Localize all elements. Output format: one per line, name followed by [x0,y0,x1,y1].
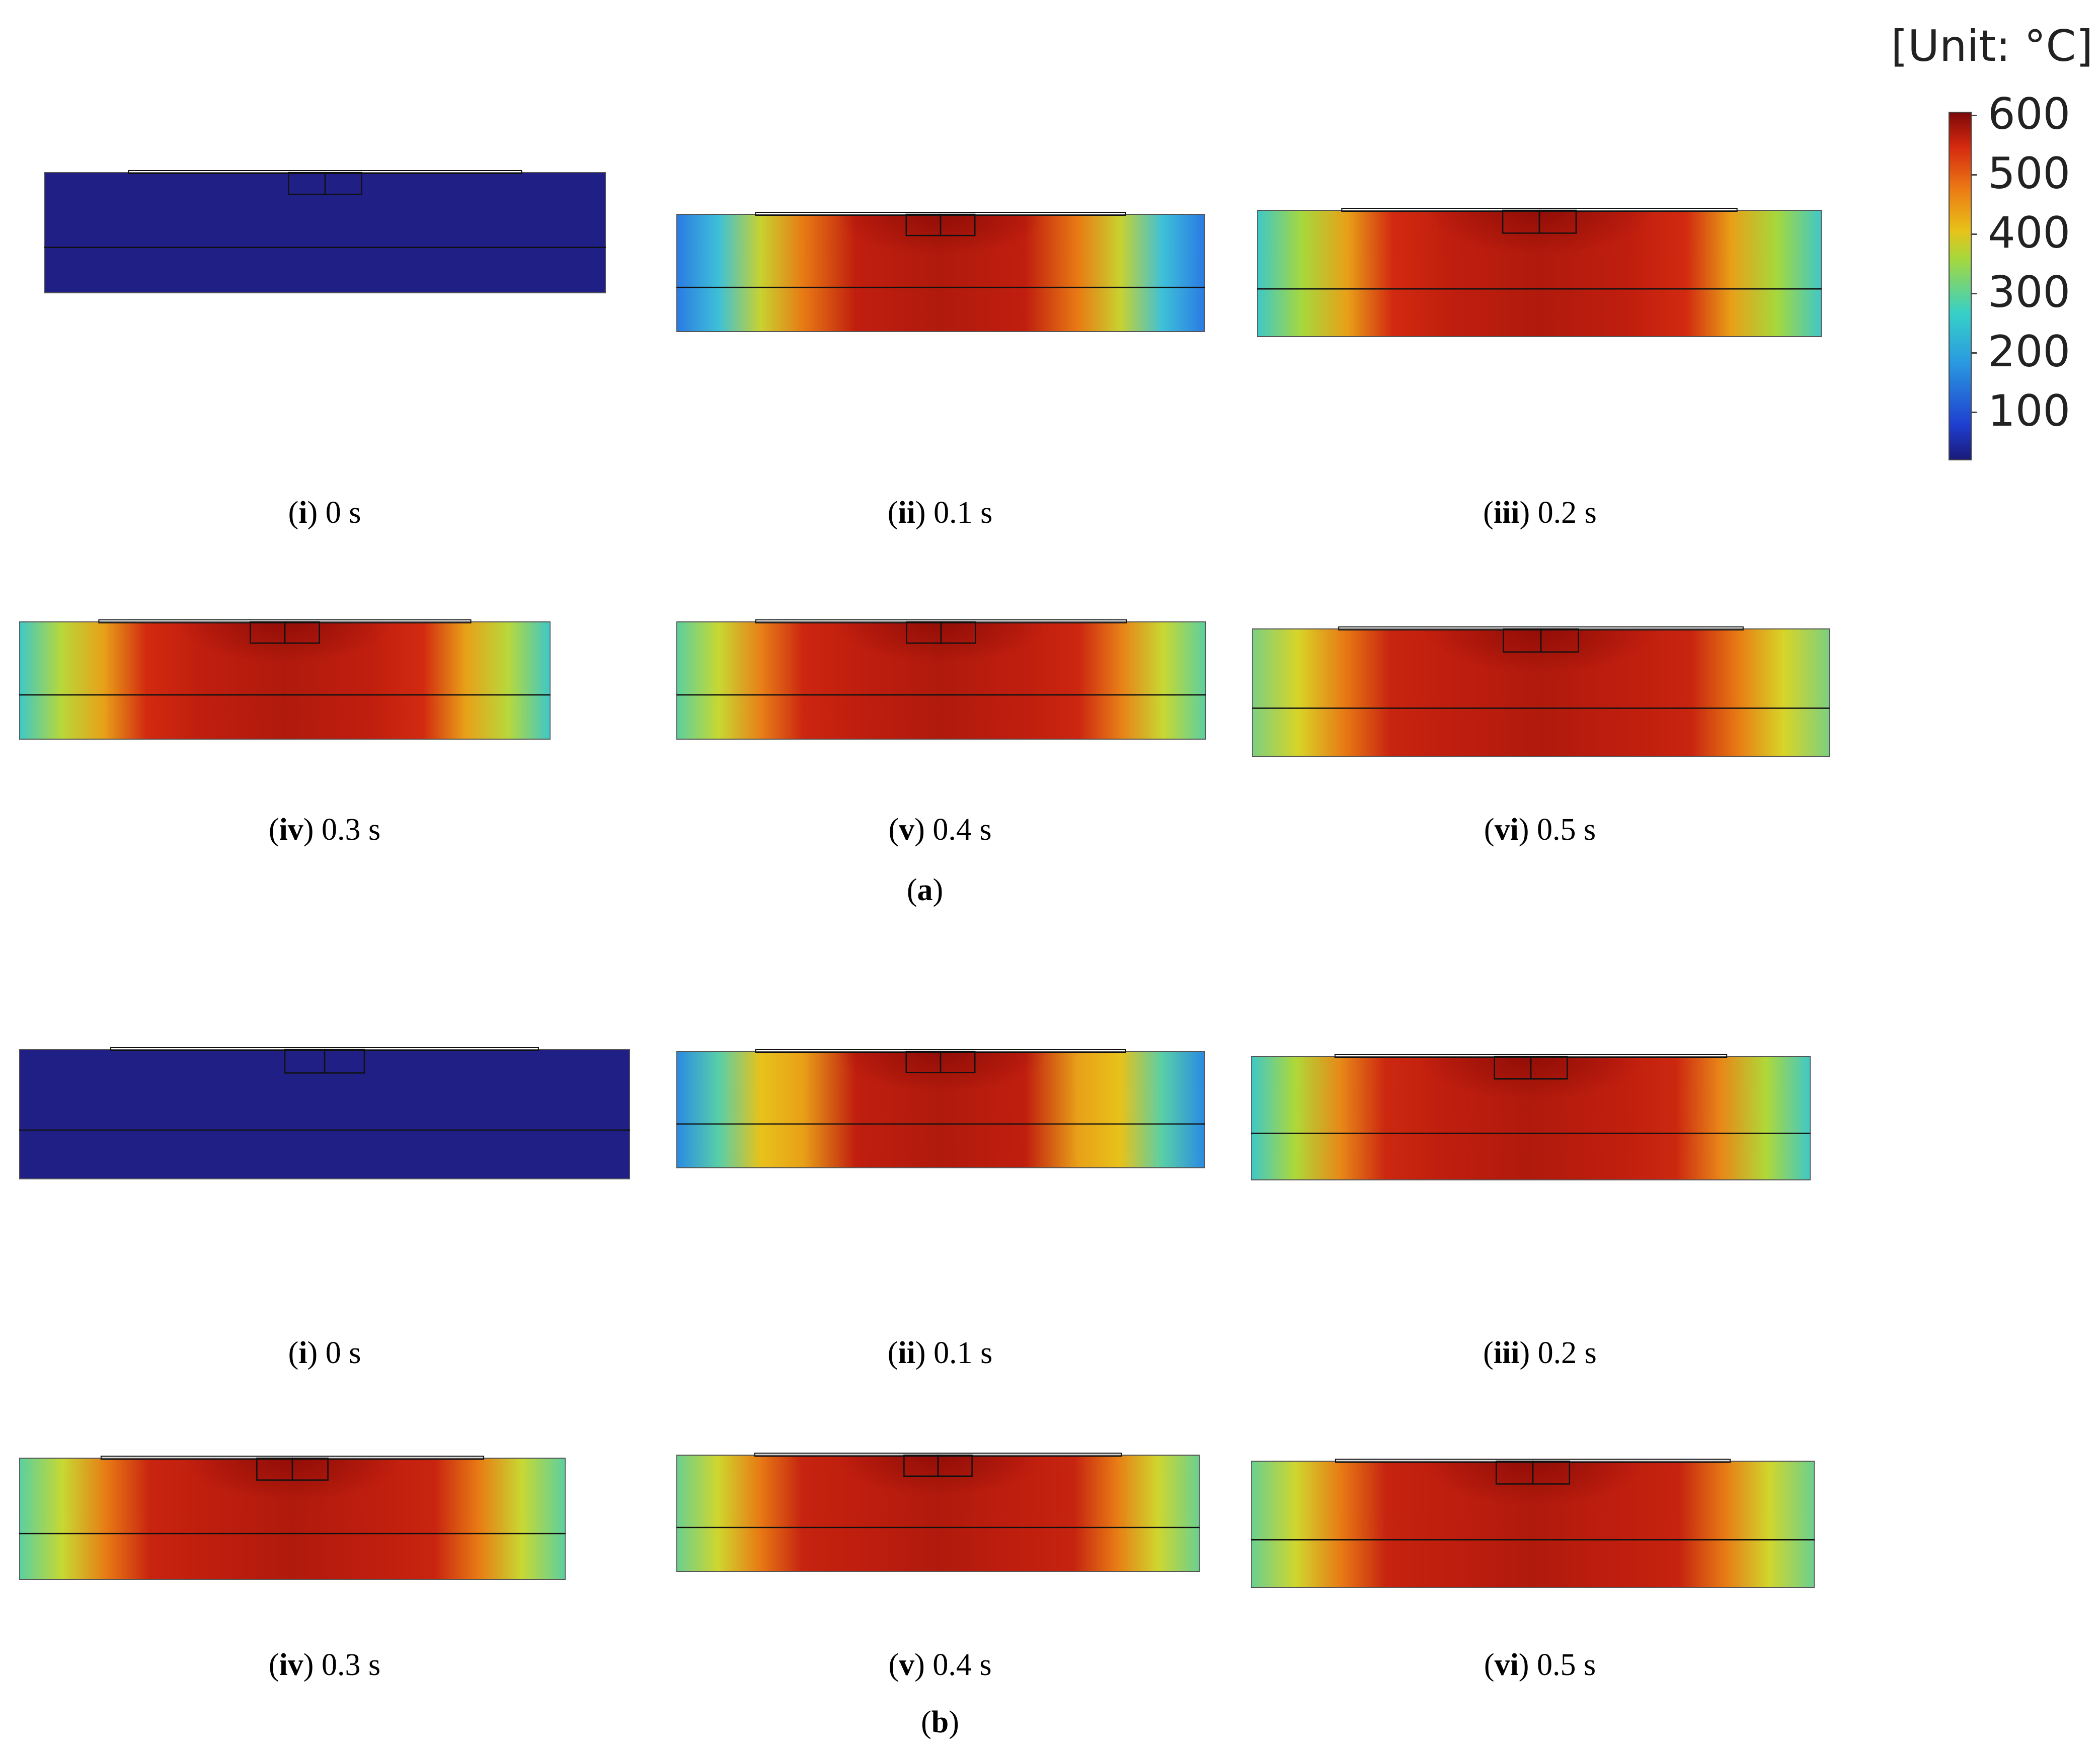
group-label-b: (b) [921,1705,959,1739]
colorbar-label: 500 [1988,148,2071,199]
center-block-right [291,1457,329,1481]
temperature-panel-a-vi [1252,626,1830,757]
legend-unit-title: [Unit: °C] [1891,21,2093,71]
colorbar-tick [1972,352,1977,354]
group-label-a: (a) [906,873,944,907]
panel-caption: (i) 0 s [288,496,361,530]
colorbar [1949,112,1972,460]
temperature-panel-b-ii [676,1049,1205,1168]
colorbar-tick [1972,115,1977,116]
center-block-right [1532,1460,1571,1485]
colorbar-label: 400 [1988,208,2071,258]
colorbar-tick [1972,233,1977,235]
temperature-panel-a-ii [676,212,1205,332]
panel-caption: (iv) 0.3 s [268,1648,381,1682]
center-block-right [324,1049,365,1074]
colorbar-tick [1972,174,1977,176]
panel-caption: (ii) 0.1 s [887,496,993,530]
colorbar-tick [1972,412,1977,413]
temperature-panel-b-vi [1251,1459,1815,1588]
panel-caption: (vi) 0.5 s [1484,1648,1596,1682]
center-block-right [284,621,320,644]
temperature-panel-a-v [676,619,1206,740]
panel-caption: (iii) 0.2 s [1483,1336,1597,1370]
panel-caption: (vi) 0.5 s [1484,813,1596,847]
center-block-right [937,1454,973,1477]
colorbar-label: 100 [1988,386,2071,436]
panel-caption: (v) 0.4 s [888,813,992,847]
temperature-panel-a-iii [1257,208,1822,337]
center-block-right [1530,1056,1568,1080]
center-block-right [1538,209,1577,234]
center-block-right [1540,628,1579,653]
temperature-panel-a-i [44,170,606,293]
colorbar-label: 600 [1988,89,2071,139]
center-block-right [940,213,976,236]
panel-caption: (i) 0 s [288,1336,361,1370]
center-block-right [940,621,976,644]
temperature-panel-a-iv [19,619,551,740]
temperature-panel-b-v [676,1453,1200,1572]
colorbar-label: 300 [1988,267,2071,317]
colorbar-label: 200 [1988,327,2071,377]
center-block-right [324,172,362,195]
center-block-right [940,1051,976,1074]
temperature-panel-b-iv [19,1456,566,1580]
panel-caption: (iv) 0.3 s [268,813,381,847]
temperature-panel-b-iii [1251,1054,1811,1180]
panel-caption: (v) 0.4 s [888,1648,992,1682]
panel-caption: (ii) 0.1 s [887,1336,993,1370]
panel-caption: (iii) 0.2 s [1483,496,1597,530]
temperature-panel-b-i [19,1047,630,1179]
colorbar-tick [1972,293,1977,294]
